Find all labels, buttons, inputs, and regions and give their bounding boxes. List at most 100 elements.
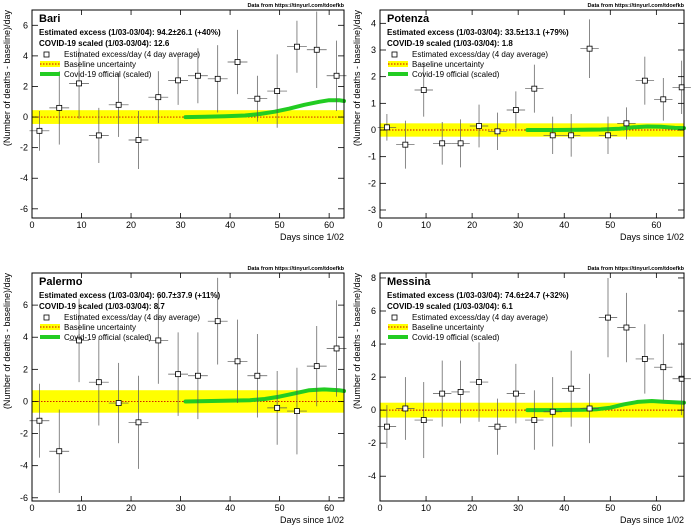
data-point (476, 123, 482, 129)
y-tick-label: 0 (371, 405, 376, 415)
x-axis-label: Days since 1/02 (280, 232, 344, 242)
data-point (155, 337, 162, 344)
data-point (313, 363, 320, 370)
x-tick-label: 0 (29, 220, 34, 230)
x-tick-label: 0 (377, 220, 382, 230)
y-tick-label: -4 (368, 471, 376, 481)
data-point (95, 379, 102, 386)
data-point (586, 45, 593, 52)
x-tick-label: 60 (651, 220, 661, 230)
x-tick-label: 10 (77, 503, 87, 513)
x-tick-label: 20 (467, 220, 477, 230)
y-tick-label: -2 (368, 438, 376, 448)
legend-label-baseline: Baseline uncertainty (64, 323, 136, 332)
data-point (586, 405, 593, 412)
y-tick-label: 4 (23, 51, 28, 61)
x-tick-label: 50 (275, 220, 285, 230)
y-tick-label: 2 (23, 364, 28, 374)
legend-label-baseline: Baseline uncertainty (412, 60, 484, 69)
covid-official-curve (183, 387, 346, 404)
data-point (531, 85, 538, 92)
x-tick-label: 10 (77, 220, 87, 230)
x-tick-label: 10 (421, 503, 431, 513)
x-tick-label: 60 (651, 503, 661, 513)
source-note: Data from https://tinyurl.com/tdoefkb (587, 266, 684, 272)
data-point (333, 345, 340, 352)
data-point (531, 417, 538, 423)
legend-label-official: Covid-19 official (scaled) (64, 333, 152, 342)
y-tick-label: -4 (20, 173, 28, 183)
data-point (56, 104, 63, 111)
data-point (512, 390, 519, 397)
data-point (402, 405, 409, 412)
data-point (549, 408, 556, 415)
y-tick-label: -2 (368, 178, 376, 188)
data-point (214, 75, 221, 82)
y-tick-label: -2 (20, 429, 28, 439)
x-tick-label: 0 (377, 503, 382, 513)
y-tick-label: -6 (20, 493, 28, 503)
y-axis-label: (Number of deaths - baseline)/day (352, 10, 362, 147)
y-axis-label: (Number of deaths - baseline)/day (2, 10, 12, 147)
x-axis-label: Days since 1/02 (620, 232, 684, 242)
data-point (439, 140, 446, 147)
data-point (420, 87, 427, 93)
y-tick-label: -3 (368, 205, 376, 215)
plot-frame (379, 272, 685, 502)
x-tick-label: 40 (559, 220, 569, 230)
legend-marker-points (43, 314, 50, 321)
data-point (135, 137, 142, 143)
y-tick-label: -6 (20, 204, 28, 214)
x-tick-label: 20 (467, 503, 477, 513)
data-point (135, 419, 142, 426)
y-tick-label: 1 (371, 98, 376, 108)
plot-frame (31, 9, 345, 219)
legend-label-official: Covid-19 official (scaled) (64, 70, 152, 79)
estimated-excess-text: Estimated excess (1/03-03/04): 60.7±37.9… (39, 291, 221, 300)
covid-official-curve (525, 399, 686, 413)
x-tick-label: 60 (324, 220, 334, 230)
data-point (95, 132, 102, 139)
x-tick-label: 50 (605, 503, 615, 513)
legend-label-points: Estimated excess/day (4 day average) (412, 313, 548, 322)
data-point (605, 132, 611, 139)
data-point (214, 318, 221, 325)
x-tick-label: 30 (176, 220, 186, 230)
covid-scaled-text: COVID-19 scaled (1/03-03/04): 12.6 (39, 39, 170, 48)
chart-panel-bari: Data from https://tinyurl.com/tdoefkb 0 10… (2, 3, 347, 242)
estimated-excess-text: Estimated excess (1/03-03/04): 33.5±13.1… (387, 28, 569, 37)
y-tick-label: -2 (20, 143, 28, 153)
data-point (195, 72, 201, 79)
plot-frame (31, 272, 345, 502)
data-point (457, 389, 464, 395)
data-point (294, 408, 300, 414)
data-point (254, 372, 261, 379)
data-point (115, 101, 122, 108)
y-tick-label: 2 (371, 372, 376, 382)
data-point (641, 77, 648, 84)
plot-frame (379, 9, 685, 219)
data-point (439, 390, 446, 397)
y-tick-label: 0 (371, 125, 376, 135)
data-point (36, 417, 43, 424)
covid-scaled-text: COVID-19 scaled (1/03-03/04): 8.7 (39, 302, 165, 311)
covid-scaled-text: COVID-19 scaled (1/03-03/04): 6.1 (387, 302, 513, 311)
legend-marker-points (391, 51, 398, 58)
y-tick-label: 0 (23, 396, 28, 406)
data-point (76, 337, 82, 344)
data-point (294, 43, 300, 50)
source-note: Data from https://tinyurl.com/tdoefkb (247, 266, 344, 272)
source-note: Data from https://tinyurl.com/tdoefkb (587, 3, 684, 9)
legend-label-points: Estimated excess/day (4 day average) (412, 50, 548, 59)
data-point (457, 140, 464, 147)
x-tick-label: 0 (29, 503, 34, 513)
chart-title: Palermo (39, 276, 83, 288)
y-tick-label: 3 (371, 45, 376, 55)
legend-label-official: Covid-19 official (scaled) (412, 333, 500, 342)
data-point (384, 124, 390, 131)
chart-title: Bari (39, 13, 60, 25)
data-point (175, 77, 181, 84)
data-point (512, 107, 519, 113)
data-point (549, 132, 556, 139)
data-point (660, 96, 667, 103)
